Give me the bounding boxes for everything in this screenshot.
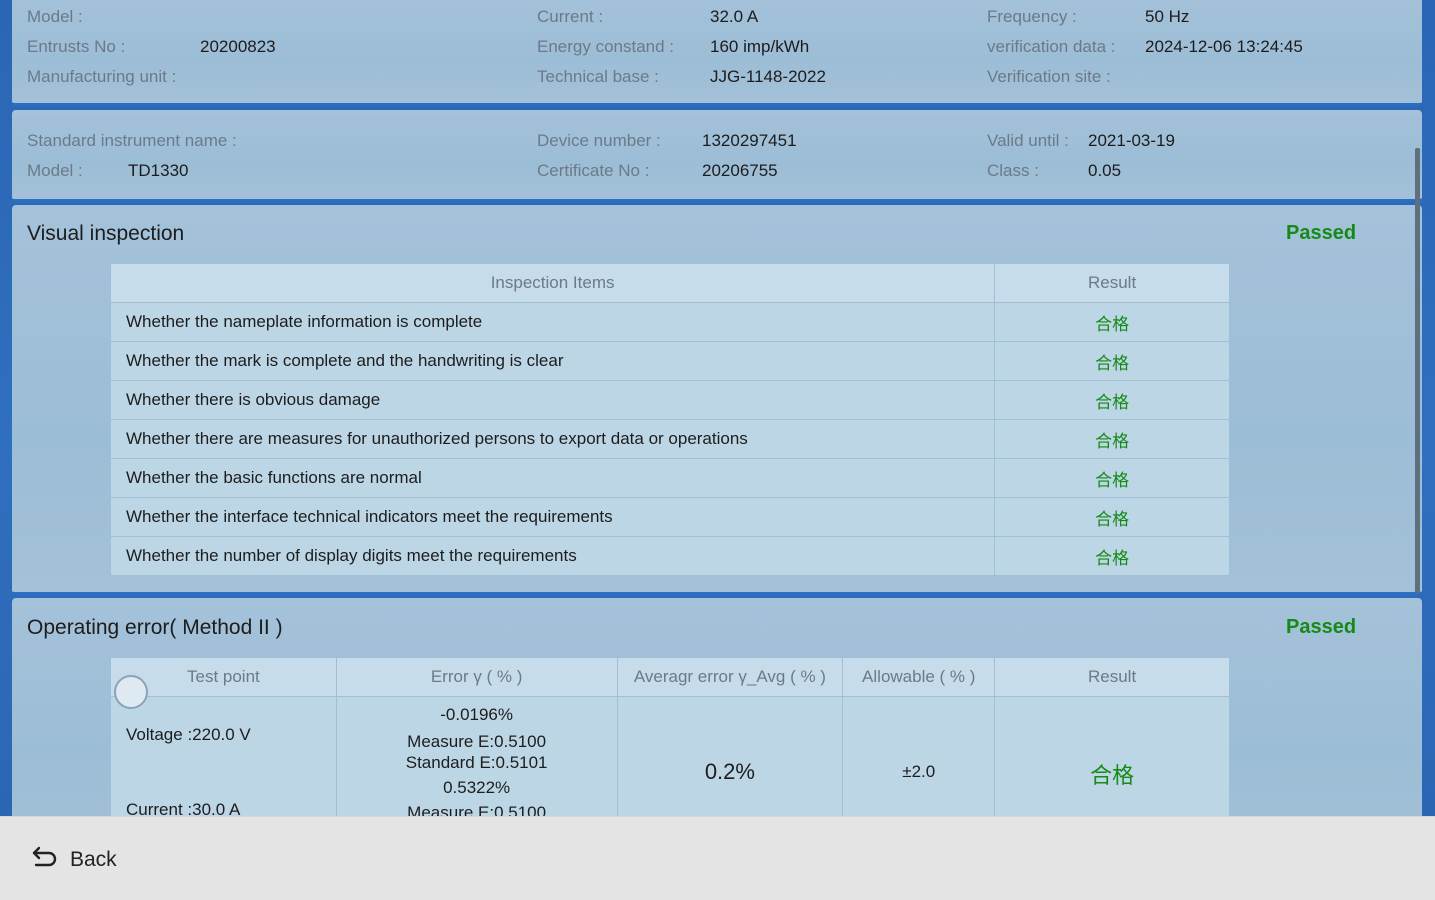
inspection-result: 合格 bbox=[994, 458, 1230, 498]
measure-energy: Measure E:0.5100 bbox=[407, 732, 547, 751]
visual-inspection-table: Inspection Items Result Whether the name… bbox=[109, 263, 1230, 576]
back-label: Back bbox=[70, 848, 117, 871]
valid-until-label: Valid until : bbox=[987, 131, 1069, 150]
scrollbar[interactable] bbox=[1415, 148, 1420, 593]
visual-inspection-card: Visual inspection Passed Inspection Item… bbox=[12, 205, 1422, 595]
table-row: Whether the basic functions are normal 合… bbox=[109, 458, 1230, 498]
standard-energy: Standard E:0.5101 bbox=[405, 753, 548, 772]
inspection-result: 合格 bbox=[994, 536, 1230, 576]
table-row: Voltage :220.0 V Current :30.0 A -0.0196… bbox=[110, 696, 1230, 816]
current-value: 32.0 A bbox=[710, 7, 759, 26]
error-value: -0.0196% bbox=[440, 705, 514, 724]
inspection-item: Whether the number of display digits mee… bbox=[109, 536, 996, 576]
inspection-item: Whether the basic functions are normal bbox=[109, 458, 996, 498]
current-text: Current :30.0 A bbox=[126, 800, 241, 816]
certificate-label: Certificate No : bbox=[537, 161, 650, 180]
inspection-result: 合格 bbox=[994, 419, 1230, 459]
standard-instrument-card: Standard instrument name : Model : TD133… bbox=[12, 110, 1422, 202]
energy-constant-value: 160 imp/kWh bbox=[710, 37, 810, 56]
table-row: Whether the number of display digits mee… bbox=[109, 536, 1230, 576]
energy-constant-label: Energy constand : bbox=[537, 37, 675, 56]
header-result: Result bbox=[994, 657, 1230, 697]
inspection-result: 合格 bbox=[994, 497, 1230, 537]
current-label: Current : bbox=[537, 7, 604, 26]
header-allowable: Allowable ( % ) bbox=[842, 657, 996, 697]
inspection-result: 合格 bbox=[994, 380, 1230, 420]
header-error: Error γ ( % ) bbox=[335, 657, 618, 697]
technical-base-value: JJG-1148-2022 bbox=[710, 67, 826, 86]
table-row: Whether there is obvious damage 合格 bbox=[109, 380, 1230, 420]
verification-date-label: verification data : bbox=[987, 37, 1116, 56]
table-header-row: Inspection Items Result bbox=[109, 263, 1230, 303]
technical-base-label: Technical base : bbox=[537, 67, 659, 86]
valid-until-value: 2021-03-19 bbox=[1088, 131, 1175, 150]
class-value: 0.05 bbox=[1088, 161, 1122, 180]
table-row: Whether there are measures for unauthori… bbox=[109, 419, 1230, 459]
table-row: Whether the mark is complete and the han… bbox=[109, 341, 1230, 381]
operating-error-title: Operating error( Method II ) bbox=[27, 616, 283, 639]
inspection-item: Whether there are measures for unauthori… bbox=[109, 419, 996, 459]
report-scroll-area[interactable]: Model : Entrusts No : 20200823 Manufactu… bbox=[0, 0, 1435, 816]
operating-error-status: Passed bbox=[1286, 616, 1357, 638]
standard-model-label: Model : bbox=[27, 161, 83, 180]
header-result: Result bbox=[994, 263, 1230, 303]
entrusts-value: 20200823 bbox=[200, 37, 276, 56]
inspection-item: Whether the nameplate information is com… bbox=[109, 302, 996, 342]
allowable-cell: ±2.0 bbox=[842, 696, 996, 816]
back-arrow-icon bbox=[30, 845, 60, 876]
meter-info-card: Model : Entrusts No : 20200823 Manufactu… bbox=[12, 0, 1422, 106]
error-cell: -0.0196% Measure E:0.5100 Standard E:0.5… bbox=[335, 696, 618, 816]
device-number-label: Device number : bbox=[537, 131, 661, 150]
visual-inspection-title: Visual inspection bbox=[27, 222, 185, 245]
result-cell: 合格 bbox=[994, 696, 1230, 816]
table-row: Whether the nameplate information is com… bbox=[109, 302, 1230, 342]
inspection-item: Whether the interface technical indicato… bbox=[109, 497, 996, 537]
certificate-value: 20206755 bbox=[702, 161, 778, 180]
inspection-result: 合格 bbox=[994, 302, 1230, 342]
test-point-cell: Voltage :220.0 V Current :30.0 A bbox=[110, 696, 337, 816]
table-row: Whether the interface technical indicato… bbox=[109, 497, 1230, 537]
inspection-result: 合格 bbox=[994, 341, 1230, 381]
inspection-item: Whether there is obvious damage bbox=[109, 380, 996, 420]
bottom-bar: Back bbox=[0, 816, 1435, 900]
measure-energy: Measure E:0.5100 bbox=[407, 803, 547, 816]
test-point-radio[interactable] bbox=[114, 675, 148, 709]
entrusts-label: Entrusts No : bbox=[27, 37, 126, 56]
voltage-text: Voltage :220.0 V bbox=[126, 725, 251, 744]
standard-model-value: TD1330 bbox=[128, 161, 189, 180]
average-error-cell: 0.2% bbox=[616, 696, 844, 816]
verification-date-value: 2024-12-06 13:24:45 bbox=[1145, 37, 1303, 56]
frequency-value: 50 Hz bbox=[1145, 7, 1190, 26]
header-average-error: Averagr error γ_Avg ( % ) bbox=[616, 657, 844, 697]
verification-site-label: Verification site : bbox=[987, 67, 1111, 86]
manufacturing-label: Manufacturing unit : bbox=[27, 67, 177, 86]
frequency-label: Frequency : bbox=[987, 7, 1077, 26]
operating-error-table: Test point Error γ ( % ) Averagr error γ… bbox=[110, 657, 1230, 816]
class-label: Class : bbox=[987, 161, 1039, 180]
header-inspection-items: Inspection Items bbox=[109, 263, 996, 303]
standard-name-label: Standard instrument name : bbox=[27, 131, 237, 150]
back-button[interactable]: Back bbox=[30, 843, 117, 877]
error-value: 0.5322% bbox=[443, 778, 511, 797]
visual-inspection-status: Passed bbox=[1286, 222, 1357, 244]
operating-error-card: Operating error( Method II ) Passed Test… bbox=[12, 598, 1422, 816]
model-label: Model : bbox=[27, 7, 83, 26]
table-header-row: Test point Error γ ( % ) Averagr error γ… bbox=[110, 657, 1230, 697]
device-number-value: 1320297451 bbox=[702, 131, 797, 150]
inspection-item: Whether the mark is complete and the han… bbox=[109, 341, 996, 381]
